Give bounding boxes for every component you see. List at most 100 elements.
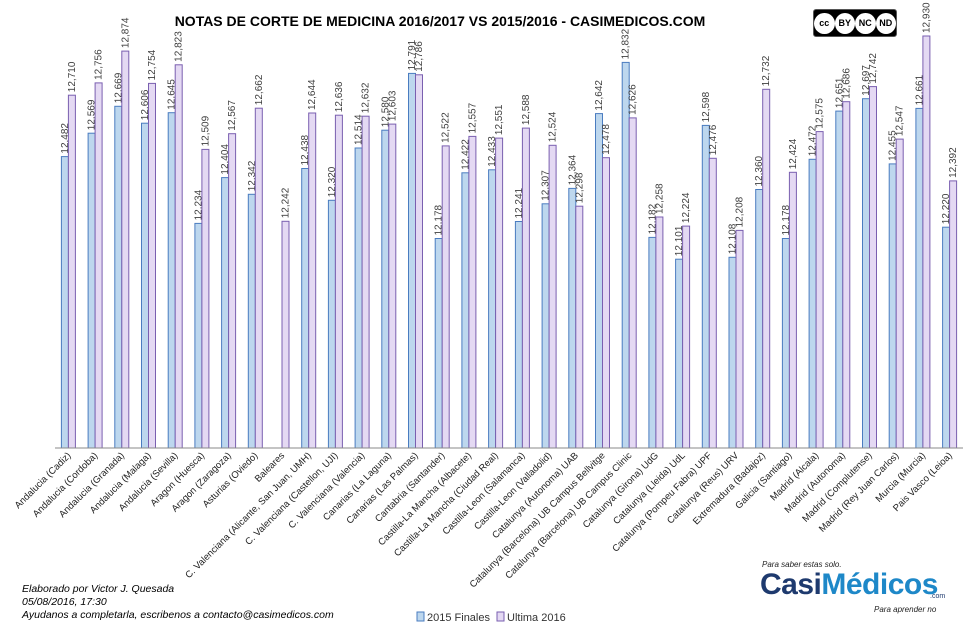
bar-2016-11 — [361, 115, 370, 449]
data-label-2016-33: 12,392 — [948, 147, 959, 178]
data-label-2016-0: 12,710 — [67, 61, 78, 92]
data-label-2015-18: 12,307 — [541, 170, 552, 201]
bar-2016-16 — [495, 137, 504, 449]
data-label-2016-2: 12,874 — [120, 17, 131, 48]
bar-2016-19 — [575, 205, 584, 449]
legend: 2015 Finales Ultima 2016 — [416, 611, 566, 624]
bar-2015-28 — [808, 158, 817, 449]
data-label-2016-3: 12,754 — [147, 49, 158, 80]
bar-2015-17 — [514, 221, 523, 449]
data-label-2015-4: 12,645 — [167, 79, 178, 110]
bar-2015-16 — [488, 169, 497, 449]
data-label-2016-17: 12,588 — [521, 94, 532, 125]
casimedicos-logo: Para saber estas solo. CasiMédicos .com … — [752, 560, 952, 620]
data-label-2016-29: 12,686 — [841, 68, 852, 99]
data-label-2015-30: 12,697 — [861, 65, 872, 96]
data-label-2016-28: 12,575 — [815, 98, 826, 129]
credits-help: Ayudanos a completarla, escribenos a con… — [22, 609, 334, 621]
bar-2016-25 — [735, 229, 744, 449]
bar-2016-24 — [708, 157, 717, 449]
data-label-2016-15: 12,557 — [467, 102, 478, 133]
bar-2016-5 — [201, 148, 210, 449]
nc-icon: NC — [855, 12, 876, 34]
data-label-2016-23: 12,224 — [681, 192, 692, 223]
data-label-2015-32: 12,661 — [914, 74, 925, 105]
bar-2016-0 — [67, 94, 76, 449]
data-label-2016-24: 12,476 — [708, 124, 719, 155]
credits-date: 05/08/2016, 17:30 — [22, 596, 107, 608]
data-label-2015-9: 12,438 — [300, 134, 311, 165]
data-label-2015-15: 12,422 — [460, 139, 471, 170]
data-label-2016-30: 12,742 — [868, 53, 879, 84]
bar-2015-5 — [194, 222, 203, 449]
data-label-2015-31: 12,455 — [888, 130, 899, 161]
bar-2016-26 — [762, 88, 771, 449]
credits-author: Elaborado por Victor J. Quesada — [22, 583, 175, 595]
bar-2016-32 — [922, 35, 931, 449]
data-label-2015-11: 12,514 — [354, 114, 365, 145]
data-label-2015-16: 12,433 — [487, 136, 498, 167]
data-label-2016-7: 12,662 — [254, 74, 265, 105]
bar-2015-25 — [728, 256, 737, 449]
plot-area: 12,482 12,569 12,669 12,606 12,645 12,234 12,4… — [13, 2, 963, 590]
bar-2015-19 — [568, 187, 577, 449]
bar-2015-9 — [301, 168, 310, 449]
data-label-2015-13: 12,791 — [407, 39, 418, 70]
creative-commons-badge: cc BY NC ND — [813, 9, 897, 37]
data-label-2015-33: 12,220 — [941, 193, 952, 224]
bar-2015-4 — [167, 112, 176, 449]
bar-2016-13 — [415, 74, 423, 449]
bar-2015-33 — [942, 226, 951, 449]
bar-2015-24 — [701, 124, 710, 449]
bar-2016-29 — [842, 101, 851, 449]
bar-2015-27 — [781, 238, 790, 449]
data-label-2016-6: 12,567 — [227, 100, 238, 131]
bar-2016-20 — [602, 157, 610, 449]
logo-tagline-top: Para saber estas solo. — [762, 560, 842, 569]
nd-icon: ND — [875, 12, 896, 34]
data-label-2015-2: 12,669 — [113, 72, 124, 103]
data-label-2015-12: 12,580 — [380, 96, 391, 127]
data-label-2016-32: 12,930 — [921, 2, 932, 33]
bar-2016-14 — [441, 145, 450, 449]
data-label-2015-21: 12,832 — [621, 28, 632, 59]
bar-2016-15 — [468, 135, 477, 449]
data-label-2015-0: 12,482 — [60, 123, 71, 154]
data-label-2016-25: 12,208 — [735, 196, 746, 227]
bar-2016-4 — [174, 64, 183, 449]
data-label-2015-1: 12,569 — [87, 99, 98, 130]
bar-2015-20 — [595, 113, 603, 449]
bar-2016-23 — [682, 225, 691, 449]
bar-2016-17 — [521, 127, 530, 449]
data-label-2015-5: 12,234 — [193, 189, 204, 220]
data-label-2015-27: 12,178 — [781, 204, 792, 235]
data-label-2016-4: 12,823 — [174, 31, 185, 62]
data-label-2016-22: 12,258 — [654, 183, 665, 214]
data-label-2016-11: 12,632 — [361, 82, 372, 113]
data-label-2015-24: 12,598 — [701, 91, 712, 122]
data-label-2016-16: 12,551 — [494, 104, 505, 135]
bar-2016-10 — [334, 114, 343, 449]
by-icon: BY — [834, 12, 855, 34]
bar-2015-26 — [755, 189, 764, 449]
data-label-2016-18: 12,524 — [548, 111, 559, 142]
logo-brand-b: Médicos — [821, 568, 938, 601]
bar-2015-14 — [434, 238, 443, 449]
bar-2015-18 — [541, 203, 550, 449]
bar-2015-10 — [327, 199, 336, 449]
data-label-2015-14: 12,178 — [434, 204, 445, 235]
cc-icon: cc — [814, 12, 835, 34]
data-label-2016-10: 12,636 — [334, 81, 345, 112]
bar-2016-3 — [148, 82, 156, 449]
data-label-2015-17: 12,241 — [514, 187, 525, 218]
bar-2015-13 — [408, 72, 416, 449]
data-label-2016-20: 12,478 — [601, 124, 612, 155]
data-label-2016-27: 12,424 — [788, 138, 799, 169]
data-label-2015-10: 12,320 — [327, 166, 338, 197]
data-label-2015-22: 12,182 — [647, 203, 658, 234]
data-label-2015-23: 12,101 — [674, 225, 685, 256]
bar-2015-32 — [915, 107, 924, 449]
bar-2016-22 — [655, 216, 664, 449]
data-label-2016-26: 12,732 — [761, 55, 772, 86]
